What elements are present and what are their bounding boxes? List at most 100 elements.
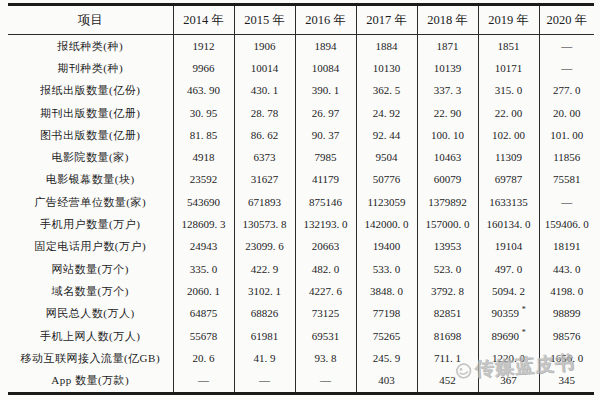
cell-value: 543690 — [173, 191, 234, 213]
cell-value: 68826 — [234, 303, 295, 325]
table-row: 移动互联网接入流量(亿GB)20. 641. 993. 8245. 9711. … — [8, 347, 594, 369]
cell-value: 245. 9 — [356, 347, 417, 369]
cell-value: 26. 97 — [295, 102, 356, 124]
cell-value: 1912 — [173, 35, 234, 58]
cell-value: 90359 * — [478, 303, 539, 325]
cell-value: 1894 — [295, 35, 356, 58]
cell-value: 28. 78 — [234, 102, 295, 124]
row-label: 期刊出版数量(亿册) — [8, 102, 173, 124]
cell-value: 69787 — [478, 169, 539, 191]
cell-value: 482. 0 — [295, 258, 356, 280]
cell-value: 159406. 0 — [539, 213, 594, 235]
header-row: 项目 2014 年 2015 年 2016 年 2017 年 2018 年 20… — [8, 5, 594, 35]
cell-value: 4918 — [173, 146, 234, 168]
table-row: 广告经营单位数量(家)54369067189387514611230591379… — [8, 191, 594, 213]
cell-value: 315. 0 — [478, 80, 539, 102]
cell-value: 160134. 0 — [478, 213, 539, 235]
cell-value: 31627 — [234, 169, 295, 191]
table-row: 网站数量(万个)335. 0422. 9482. 0533. 0523. 049… — [8, 258, 594, 280]
cell-value: 86. 62 — [234, 124, 295, 146]
cell-value: 335. 0 — [173, 258, 234, 280]
cell-value: 23592 — [173, 169, 234, 191]
cell-value: 7985 — [295, 146, 356, 168]
column-header-item: 项目 — [8, 5, 173, 35]
row-label: 手机用户数量(万户) — [8, 213, 173, 235]
cell-value: 1851 — [478, 35, 539, 58]
cell-value: 64875 — [173, 303, 234, 325]
cell-value: 337. 3 — [417, 80, 478, 102]
cell-value: 533. 0 — [356, 258, 417, 280]
cell-value: 3792. 8 — [417, 280, 478, 302]
cell-value: 3102. 1 — [234, 280, 295, 302]
row-label: 报纸种类(种) — [8, 35, 173, 58]
cell-value: 6373 — [234, 146, 295, 168]
row-label: 域名数量(万个) — [8, 280, 173, 302]
cell-value: 20663 — [295, 236, 356, 258]
cell-value: 10084 — [295, 57, 356, 79]
cell-value: 4198. 0 — [539, 280, 594, 302]
cell-value: 9966 — [173, 57, 234, 79]
table-row: 手机上网人数(万人)556786198169531752658169889690… — [8, 325, 594, 347]
cell-value: 41. 9 — [234, 347, 295, 369]
cell-value: 23099. 6 — [234, 236, 295, 258]
cell-value: 11309 — [478, 146, 539, 168]
table-row: 期刊出版数量(亿册)30. 9528. 7826. 9724. 9222. 90… — [8, 102, 594, 124]
column-header-2015: 2015 年 — [234, 5, 295, 35]
cell-value: 5094. 2 — [478, 280, 539, 302]
cell-value: 69531 — [295, 325, 356, 347]
row-label: 网民总人数(万人) — [8, 303, 173, 325]
cell-value: 875146 — [295, 191, 356, 213]
cell-value: 10463 — [417, 146, 478, 168]
table-body: 报纸种类(种)191219061894188418711851—期刊种类(种)9… — [8, 35, 594, 394]
cell-value: 711. 1 — [417, 347, 478, 369]
cell-value: 81698 — [417, 325, 478, 347]
table-row: App 数量(万款)———403452367345 — [8, 369, 594, 393]
cell-value: 11856 — [539, 146, 594, 168]
cell-value: 523. 0 — [417, 258, 478, 280]
cell-value: 22. 00 — [478, 102, 539, 124]
cell-value: 18191 — [539, 236, 594, 258]
row-label: 电影银幕数量(块) — [8, 169, 173, 191]
cell-value: 362. 5 — [356, 80, 417, 102]
table-row: 网民总人数(万人)648756882673125771988285190359 … — [8, 303, 594, 325]
cell-value: 422. 9 — [234, 258, 295, 280]
cell-value: 367 — [478, 369, 539, 393]
cell-value: 10014 — [234, 57, 295, 79]
row-label: 广告经营单位数量(家) — [8, 191, 173, 213]
cell-value: 1906 — [234, 35, 295, 58]
column-header-2018: 2018 年 — [417, 5, 478, 35]
row-label: 电影院数量(家) — [8, 146, 173, 168]
cell-value: 10171 — [478, 57, 539, 79]
cell-value: 132193. 0 — [295, 213, 356, 235]
row-label: 报纸出版数量(亿份) — [8, 80, 173, 102]
cell-value: 19104 — [478, 236, 539, 258]
cell-value: 1633135 — [478, 191, 539, 213]
cell-value: 90. 37 — [295, 124, 356, 146]
cell-value: 443. 0 — [539, 258, 594, 280]
row-label: 固定电话用户数(万户) — [8, 236, 173, 258]
table-row: 报纸种类(种)191219061894188418711851— — [8, 35, 594, 58]
cell-value: 3848. 0 — [356, 280, 417, 302]
cell-value: 10130 — [356, 57, 417, 79]
cell-value: 92. 44 — [356, 124, 417, 146]
row-label: 网站数量(万个) — [8, 258, 173, 280]
cell-value: 98576 — [539, 325, 594, 347]
cell-value: 671893 — [234, 191, 295, 213]
cell-value: — — [539, 191, 594, 213]
cell-value: 55678 — [173, 325, 234, 347]
row-label: 期刊种类(种) — [8, 57, 173, 79]
cell-value: 24943 — [173, 236, 234, 258]
cell-value: 157000. 0 — [417, 213, 478, 235]
table-row: 期刊种类(种)99661001410084101301013910171— — [8, 57, 594, 79]
table-row: 电影银幕数量(块)2359231627411795077660079697877… — [8, 169, 594, 191]
cell-value: 81. 85 — [173, 124, 234, 146]
cell-value: 403 — [356, 369, 417, 393]
cell-value: 1884 — [356, 35, 417, 58]
cell-value: 130573. 8 — [234, 213, 295, 235]
cell-value: 98899 — [539, 303, 594, 325]
cell-value: 345 — [539, 369, 594, 393]
cell-value: 22. 90 — [417, 102, 478, 124]
cell-value: — — [539, 57, 594, 79]
cell-value: 1656. 0 — [539, 347, 594, 369]
cell-value: 497. 0 — [478, 258, 539, 280]
